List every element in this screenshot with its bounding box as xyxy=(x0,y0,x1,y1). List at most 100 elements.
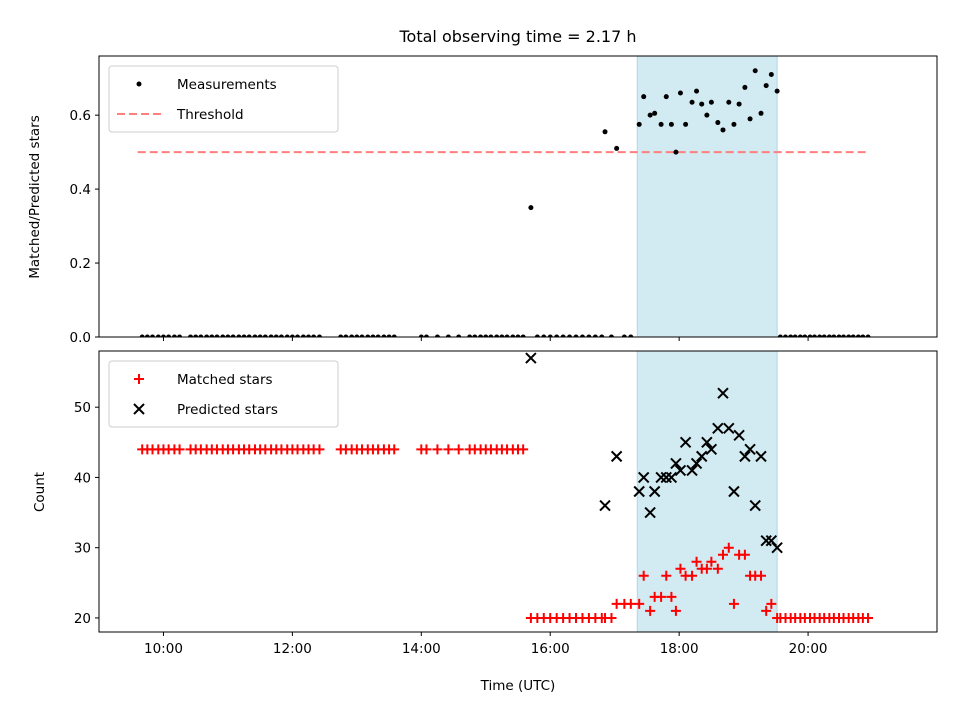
top-series-0-point xyxy=(515,334,521,337)
top-series-0-point xyxy=(726,99,732,105)
bottom-series-0-point xyxy=(314,444,325,455)
top-legend: Measurements Threshold xyxy=(108,65,339,133)
top-series-0-point xyxy=(841,334,847,337)
x-tick-label: 20:00 xyxy=(789,641,828,657)
top-series-0-point xyxy=(241,334,247,337)
top-series-0-point xyxy=(155,334,161,337)
top-series-0-point xyxy=(797,334,803,337)
bottom-y-tick-label: 20 xyxy=(74,611,91,627)
bottom-legend-box xyxy=(108,360,339,428)
bottom-series-1-point xyxy=(674,464,687,477)
top-series-0-point xyxy=(699,101,705,107)
top-series-0-point xyxy=(343,334,349,337)
top-series-0-point xyxy=(855,334,861,337)
top-series-0-point xyxy=(504,334,510,337)
top-series-0-point xyxy=(752,68,758,74)
top-series-0-point xyxy=(370,334,376,337)
top-series-0-point xyxy=(802,334,808,337)
bottom-series-1-point xyxy=(739,450,751,463)
top-series-0-point xyxy=(602,129,608,135)
bottom-series-0-point xyxy=(421,444,432,455)
top-series-0-point xyxy=(783,334,789,337)
top-series-0-point xyxy=(478,334,484,337)
bottom-series-0-point xyxy=(675,563,686,574)
bottom-series-1-point xyxy=(670,457,682,470)
bottom-series-0-point xyxy=(432,444,443,455)
top-series-0-point xyxy=(150,334,156,337)
top-series-0-point xyxy=(188,334,194,337)
bottom-series-0-point xyxy=(661,570,672,581)
top-series-0-point xyxy=(720,127,726,133)
bottom-series-0-point xyxy=(863,612,874,623)
bottom-series-1-point xyxy=(771,541,783,554)
top-series-0-point xyxy=(209,334,215,337)
bottom-series-1-point xyxy=(648,485,661,498)
top-series-0-point xyxy=(817,334,823,337)
top-series-0-point xyxy=(586,334,592,337)
bottom-series-0-point xyxy=(606,612,617,623)
bottom-y-axis-label: Count xyxy=(32,472,48,512)
top-series-0-point xyxy=(220,334,226,337)
bottom-series-1-point xyxy=(755,450,767,463)
bottom-series-0-point xyxy=(706,556,717,567)
top-y-tick-label: 0.2 xyxy=(70,256,91,272)
top-series-0-point xyxy=(812,334,818,337)
top-series-0-point xyxy=(647,112,653,118)
bottom-series-0-point xyxy=(453,444,464,455)
top-y-axis-label: Matched/Predicted stars xyxy=(27,115,43,278)
top-series-0-point xyxy=(510,334,516,337)
top-series-0-point xyxy=(284,334,290,337)
bottom-series-0-point xyxy=(739,549,750,560)
top-series-0-point xyxy=(621,334,627,337)
bottom-series-0-point xyxy=(712,563,723,574)
bottom-series-0-point xyxy=(518,444,529,455)
top-series-0-point xyxy=(494,334,500,337)
bottom-series-1-point xyxy=(679,436,692,449)
top-series-0-point xyxy=(768,71,774,77)
top-series-0-point xyxy=(663,94,669,100)
bottom-series-0-point xyxy=(761,605,772,616)
top-series-0-point xyxy=(456,334,462,337)
top-series-0-point xyxy=(628,334,634,337)
bottom-legend-label: Predicted stars xyxy=(177,402,278,418)
bottom-series-1-point xyxy=(655,471,667,484)
top-series-0-point xyxy=(715,120,721,126)
bottom-series-1-point xyxy=(599,499,611,512)
top-y-tick-label: 0.0 xyxy=(70,330,91,346)
top-series-0-point xyxy=(144,334,150,337)
chart-title: Total observing time = 2.17 h xyxy=(398,27,636,46)
top-series-0-point xyxy=(445,334,451,337)
bottom-series-0-point xyxy=(634,598,645,609)
top-series-0-point xyxy=(747,116,753,122)
top-series-0-point xyxy=(683,121,689,127)
top-series-0-point xyxy=(375,334,381,337)
top-series-0-point xyxy=(742,84,748,90)
top-series-0-point xyxy=(386,334,392,337)
top-series-0-point xyxy=(599,334,605,337)
legend-predicted-marker xyxy=(133,403,145,415)
top-series-0-point xyxy=(641,94,647,100)
top-legend-label: Threshold xyxy=(176,107,244,123)
bottom-series-1-point xyxy=(637,471,650,484)
bottom-series-1-point xyxy=(701,436,713,449)
top-series-0-point xyxy=(788,334,794,337)
top-series-0-point xyxy=(391,334,397,337)
x-axis-label: Time (UTC) xyxy=(480,678,556,694)
bottom-legend-label: Matched stars xyxy=(177,372,273,388)
legend-matched-marker xyxy=(134,374,144,384)
top-series-0-point xyxy=(636,121,642,127)
top-series-0-point xyxy=(300,334,306,337)
bottom-series-0-point xyxy=(687,570,698,581)
bottom-series-1-point xyxy=(723,422,735,434)
top-series-0-point xyxy=(214,334,220,337)
x-tick-label: 12:00 xyxy=(273,641,312,657)
top-data-points xyxy=(139,68,871,337)
top-series-0-point xyxy=(758,110,764,116)
top-series-0-point xyxy=(306,334,311,337)
top-series-0-point xyxy=(528,205,534,211)
bottom-data-points xyxy=(137,352,874,623)
top-series-0-point xyxy=(246,334,252,337)
bottom-series-1-point xyxy=(712,422,724,434)
top-series-0-point xyxy=(592,334,598,337)
